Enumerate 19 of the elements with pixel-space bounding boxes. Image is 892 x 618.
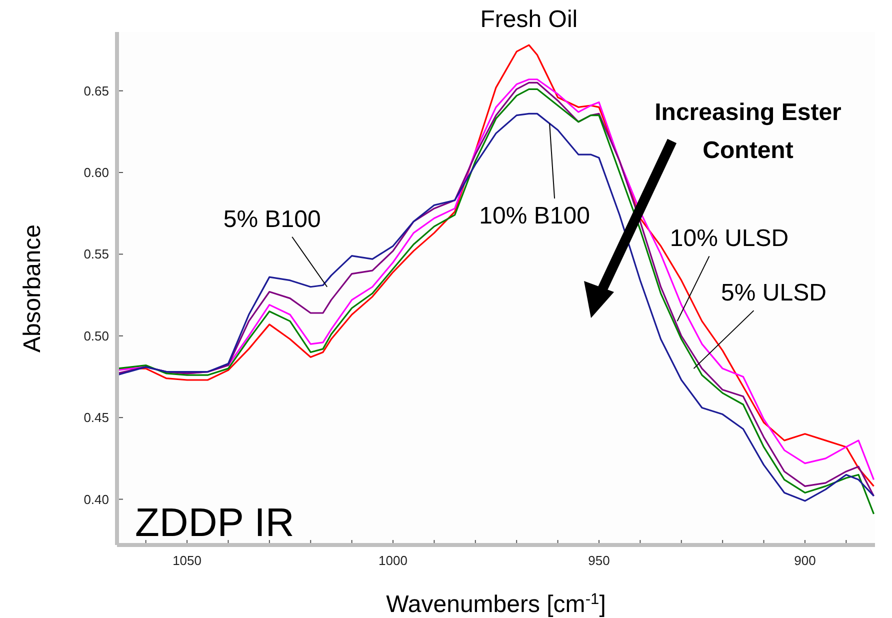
x-axis-title: Wavenumbers [cm$^{-1}$] (386, 590, 606, 618)
annotation: 5% B100 (223, 206, 321, 233)
x-tick-label: 900 (794, 553, 816, 568)
y-tick-label: 0.65 (84, 83, 109, 98)
x-tick-label: 1050 (172, 553, 202, 568)
text: ZDDP IR (135, 501, 294, 545)
annotation: Fresh Oil (480, 6, 578, 34)
x-tick-label: 950 (588, 553, 610, 568)
annotation: 10% B100 (479, 202, 590, 230)
annotation: 5% ULSD (721, 280, 826, 307)
annotation: 10% ULSD (670, 225, 789, 252)
y-tick-label: 0.50 (84, 328, 109, 344)
y-tick-label: 0.45 (84, 410, 109, 426)
y-axis-title: Absorbance (19, 224, 46, 353)
x-tick-label: 1000 (378, 553, 408, 568)
y-tick-label: 0.40 (84, 492, 109, 507)
y-tick-label: 0.55 (84, 246, 109, 262)
annotation: Increasing Ester Content (654, 99, 842, 164)
y-tick-label: 0.60 (84, 165, 109, 180)
